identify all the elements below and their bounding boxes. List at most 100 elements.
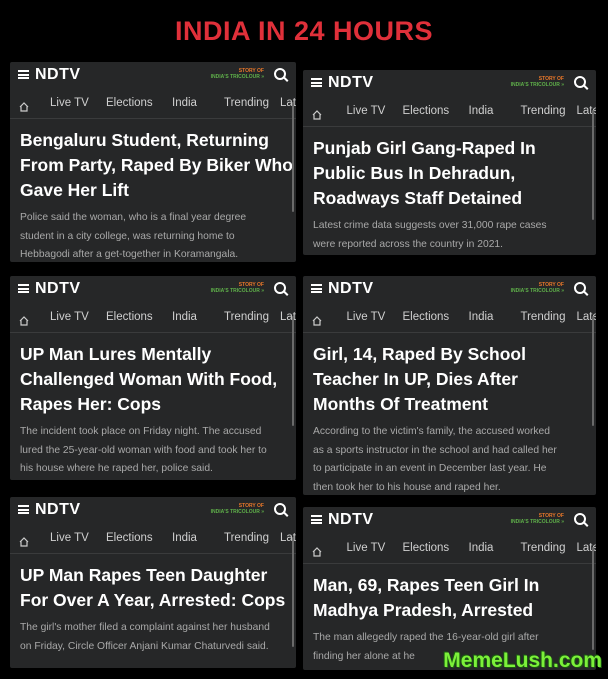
nav-item[interactable]: Trending: [520, 542, 566, 554]
nav-item[interactable]: Elections: [402, 105, 450, 117]
nav-item[interactable]: Elections: [106, 97, 153, 109]
headline-line[interactable]: Madhya Pradesh, Arrested: [313, 600, 534, 620]
home-glyph: [312, 110, 322, 120]
site-logo[interactable]: NDTV: [35, 280, 81, 297]
headline-line[interactable]: Girl, 14, Raped By School: [313, 344, 526, 364]
promo-banner[interactable]: STORY OF INDIA'S TRICOLOUR »: [511, 76, 564, 88]
nav-item[interactable]: India: [468, 105, 494, 117]
headline-line[interactable]: Challenged Woman With Food,: [20, 369, 278, 389]
promo-line: STORY OF: [538, 76, 564, 82]
promo-line: STORY OF: [538, 513, 564, 519]
headline-line[interactable]: For Over A Year, Arrested: Cops: [20, 590, 286, 610]
headline-line[interactable]: UP Man Lures Mentally: [20, 344, 212, 364]
nav-item[interactable]: Latest: [576, 105, 597, 117]
search-icon[interactable]: [574, 76, 586, 88]
article-panel: NDTV STORY OF INDIA'S TRICOLOUR » Live TV El…: [303, 70, 596, 255]
headline-line[interactable]: Public Bus In Dehradun,: [313, 163, 516, 183]
nav-item[interactable]: Trending: [224, 97, 269, 109]
headline-line[interactable]: Punjab Girl Gang-Raped In: [313, 138, 536, 158]
home-icon[interactable]: [312, 313, 322, 326]
headline-line[interactable]: Roadways Staff Detained: [313, 188, 523, 208]
search-icon[interactable]: [574, 513, 586, 525]
site-header: NDTV STORY OF INDIA'S TRICOLOUR »: [10, 276, 296, 302]
promo-banner[interactable]: STORY OF INDIA'S TRICOLOUR »: [211, 68, 264, 80]
nav-item[interactable]: Latest: [576, 311, 597, 323]
menu-icon[interactable]: [311, 78, 322, 87]
nav-item[interactable]: Trending: [224, 311, 269, 323]
summary-line: were reported across the country in 2021…: [313, 238, 504, 250]
promo-line: STORY OF: [238, 503, 264, 509]
nav-item[interactable]: Trending: [520, 311, 566, 323]
headline-line[interactable]: Months Of Treatment: [313, 394, 489, 414]
site-logo[interactable]: NDTV: [328, 280, 374, 297]
promo-line: INDIA'S TRICOLOUR »: [510, 82, 564, 88]
nav-item[interactable]: India: [172, 532, 197, 544]
home-glyph: [312, 547, 322, 557]
promo-banner[interactable]: STORY OF INDIA'S TRICOLOUR »: [211, 282, 264, 294]
headline-line[interactable]: Teacher In UP, Dies After: [313, 369, 518, 389]
nav-item[interactable]: Latest: [576, 542, 597, 554]
nav-item[interactable]: Live TV: [346, 542, 386, 554]
site-logo[interactable]: NDTV: [35, 501, 81, 518]
scrollbar: [292, 102, 294, 212]
nav-bar: Live TVElectionsIndiaTrendingLatest: [10, 525, 296, 554]
summary-line: student in a city college, was returning…: [20, 230, 235, 242]
site-logo[interactable]: NDTV: [328, 511, 374, 528]
promo-banner[interactable]: STORY OF INDIA'S TRICOLOUR »: [211, 503, 264, 515]
headline-line[interactable]: Man, 69, Rapes Teen Girl In: [313, 575, 540, 595]
nav-item[interactable]: Elections: [402, 311, 450, 323]
nav-bar: Live TVElectionsIndiaTrendingLatest: [10, 304, 296, 333]
menu-icon[interactable]: [18, 284, 29, 293]
summary-line: The man allegedly raped the 16-year-old …: [313, 632, 539, 643]
site-logo[interactable]: NDTV: [35, 66, 81, 83]
summary-line: his house where he raped her, police sai…: [20, 463, 213, 474]
menu-icon[interactable]: [311, 515, 322, 524]
nav-item[interactable]: Live TV: [346, 311, 386, 323]
summary-line: According to the victim's family, the ac…: [313, 426, 550, 437]
summary-line: as a sports instructor in the school and…: [313, 444, 557, 456]
headline-line[interactable]: Rapes Her: Cops: [20, 394, 162, 414]
nav-item[interactable]: Trending: [520, 105, 566, 117]
article-panel: NDTV STORY OF INDIA'S TRICOLOUR » Live TV El…: [10, 276, 296, 480]
home-icon[interactable]: [312, 544, 322, 557]
home-icon[interactable]: [19, 534, 29, 547]
promo-line: STORY OF: [538, 282, 564, 288]
headline-line[interactable]: Gave Her Lift: [20, 180, 129, 200]
home-icon[interactable]: [19, 99, 29, 112]
menu-icon[interactable]: [311, 284, 322, 293]
summary-line: The girl's mother filed a complaint agai…: [20, 622, 270, 633]
search-icon[interactable]: [274, 282, 286, 294]
home-icon[interactable]: [312, 107, 322, 120]
summary-line: The incident took place on Friday night.…: [20, 426, 262, 437]
home-icon[interactable]: [19, 313, 29, 326]
menu-icon[interactable]: [18, 505, 29, 514]
promo-banner[interactable]: STORY OF INDIA'S TRICOLOUR »: [511, 282, 564, 294]
headline-line[interactable]: From Party, Raped By Biker Who: [20, 155, 293, 175]
site-logo[interactable]: NDTV: [328, 74, 374, 91]
site-header: NDTV STORY OF INDIA'S TRICOLOUR »: [10, 62, 296, 88]
nav-item[interactable]: India: [468, 311, 494, 323]
nav-item[interactable]: Elections: [106, 532, 153, 544]
headline-line[interactable]: Bengaluru Student, Returning: [20, 130, 269, 150]
article-panel: NDTV STORY OF INDIA'S TRICOLOUR » Live TV El…: [303, 276, 596, 495]
nav-item[interactable]: India: [172, 97, 197, 109]
nav-item[interactable]: Elections: [106, 311, 153, 323]
headline-line[interactable]: UP Man Rapes Teen Daughter: [20, 565, 268, 585]
nav-item[interactable]: Live TV: [346, 105, 386, 117]
scrollbar: [592, 547, 594, 650]
nav-bar: Live TV Elections India Trending Latest: [303, 304, 596, 333]
nav-item[interactable]: India: [468, 542, 494, 554]
promo-banner[interactable]: STORY OF INDIA'S TRICOLOUR »: [511, 513, 564, 525]
nav-item[interactable]: Live TV: [50, 97, 89, 109]
search-icon[interactable]: [574, 282, 586, 294]
nav-item[interactable]: India: [172, 311, 197, 323]
nav-item[interactable]: Elections: [402, 542, 450, 554]
search-icon[interactable]: [274, 503, 286, 515]
nav-item[interactable]: Live TV: [50, 532, 89, 544]
nav-bar: Live TV Elections India Trending Latest: [303, 535, 596, 564]
nav-item[interactable]: Live TV: [50, 311, 89, 323]
nav-item[interactable]: Trending: [224, 532, 269, 544]
summary-line: Latest crime data suggests over 31,000 r…: [313, 220, 547, 231]
search-icon[interactable]: [274, 68, 286, 80]
menu-icon[interactable]: [18, 70, 29, 79]
